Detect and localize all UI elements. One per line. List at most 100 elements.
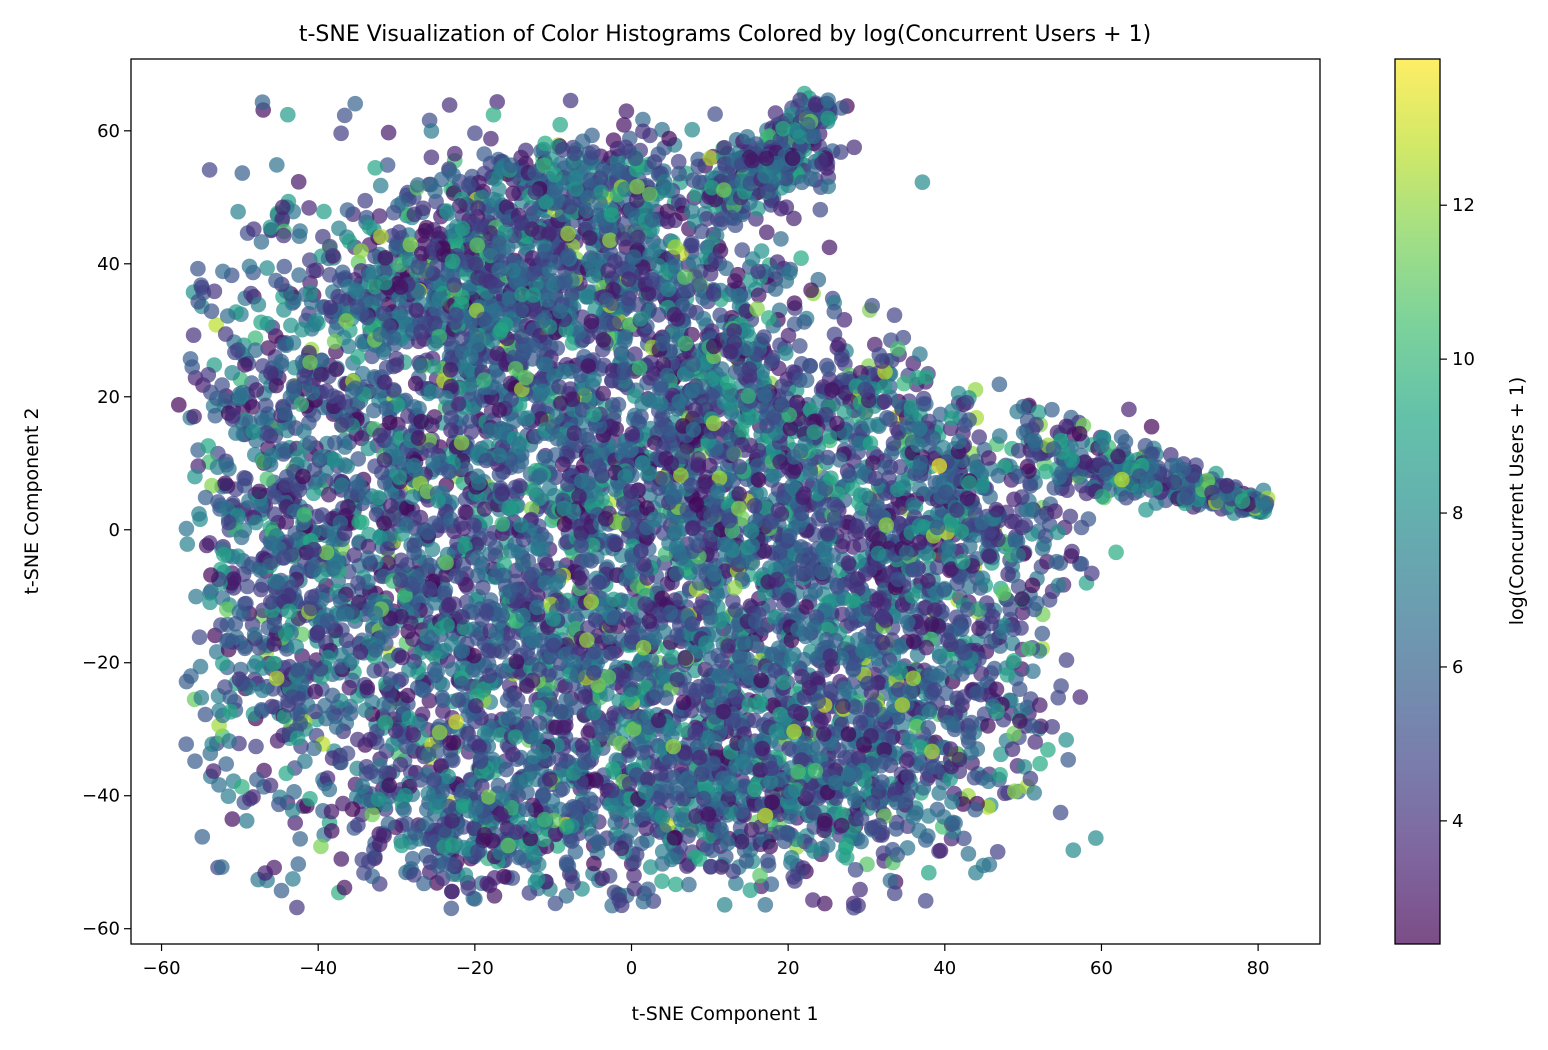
scatter-point [715, 703, 732, 720]
scatter-point [667, 239, 684, 255]
scatter-point [401, 710, 417, 726]
scatter-point [793, 250, 809, 266]
scatter-point [439, 617, 455, 633]
scatter-point [313, 838, 329, 855]
scatter-point [399, 687, 416, 704]
scatter-point [650, 712, 667, 729]
scatter-point [381, 685, 398, 701]
scatter-point [381, 697, 398, 714]
scatter-point [705, 755, 721, 771]
scatter-point [594, 726, 610, 743]
scatter-point [469, 468, 486, 485]
scatter-point [380, 124, 397, 141]
scatter-point [443, 410, 460, 426]
scatter-point [190, 260, 206, 277]
chart-title: t-SNE Visualization of Color Histograms … [299, 22, 1151, 47]
scatter-point [319, 522, 335, 538]
scatter-point [475, 681, 492, 698]
scatter-point [273, 882, 290, 899]
scatter-point [407, 375, 424, 392]
scatter-point [556, 719, 572, 736]
scatter-point [685, 254, 702, 270]
scatter-point [528, 730, 544, 747]
scatter-point [394, 649, 410, 666]
scatter-point [586, 855, 602, 872]
scatter-point [759, 224, 775, 241]
scatter-point [668, 778, 685, 795]
scatter-point [430, 743, 446, 759]
scatter-point [501, 500, 517, 516]
scatter-point [220, 788, 237, 804]
scatter-point [757, 897, 774, 913]
scatter-point [373, 661, 390, 677]
scatter-point [666, 830, 683, 846]
scatter-point [435, 692, 451, 709]
scatter-point [559, 249, 575, 265]
scatter-point [713, 685, 729, 702]
scatter-point [453, 434, 470, 451]
scatter-point [334, 477, 350, 494]
scatter-point [635, 639, 652, 656]
scatter-point [534, 541, 551, 558]
scatter-point [239, 578, 256, 595]
scatter-point [414, 681, 430, 698]
scatter-point [413, 413, 429, 430]
scatter-point [713, 653, 730, 669]
scatter-point [427, 595, 444, 611]
scatter-point [468, 536, 485, 553]
scatter-point [378, 765, 394, 781]
scatter-point [515, 607, 531, 624]
scatter-point [604, 782, 620, 799]
scatter-point [372, 529, 388, 546]
scatter-point [588, 577, 605, 593]
scatter-point [654, 809, 671, 825]
scatter-point [718, 260, 734, 277]
scatter-point [551, 379, 567, 395]
scatter-point [669, 627, 685, 643]
scatter-point [271, 796, 287, 813]
scatter-point [187, 753, 203, 769]
scatter-point [430, 492, 446, 509]
scatter-point [569, 667, 585, 684]
scatter-point [336, 107, 353, 124]
scatter-point [604, 761, 621, 777]
scatter-point [658, 690, 674, 706]
scatter-point [579, 289, 595, 305]
scatter-point [440, 205, 457, 221]
scatter-point [259, 260, 275, 276]
scatter-point [478, 452, 494, 469]
scatter-point [454, 643, 471, 659]
scatter-point [360, 440, 377, 457]
scatter-point [379, 541, 396, 557]
scatter-point [684, 121, 700, 138]
scatter-point [810, 693, 826, 710]
scatter-point [399, 557, 415, 573]
scatter-point [586, 665, 602, 681]
scatter-point [372, 427, 388, 444]
scatter-point [595, 385, 611, 402]
scatter-point [338, 632, 355, 649]
scatter-point [531, 699, 547, 716]
scatter-point [382, 414, 398, 431]
scatter-point [574, 737, 591, 753]
scatter-point [562, 92, 579, 109]
scatter-point [1032, 755, 1048, 772]
scatter-point [675, 694, 692, 711]
scatter-point [191, 506, 207, 522]
scatter-point [500, 710, 517, 727]
scatter-point [600, 669, 617, 685]
scatter-point [392, 572, 409, 588]
scatter-point [194, 279, 210, 296]
scatter-point [733, 833, 750, 850]
scatter-point [606, 610, 623, 626]
scatter-point [441, 597, 457, 613]
scatter-point [660, 281, 676, 298]
scatter-point [607, 253, 623, 270]
scatter-point [242, 791, 258, 807]
scatter-point [651, 238, 667, 254]
scatter-point [637, 596, 653, 612]
scatter-point [750, 287, 767, 304]
scatter-point [289, 899, 305, 916]
scatter-point [350, 451, 367, 467]
scatter-point [284, 802, 301, 819]
